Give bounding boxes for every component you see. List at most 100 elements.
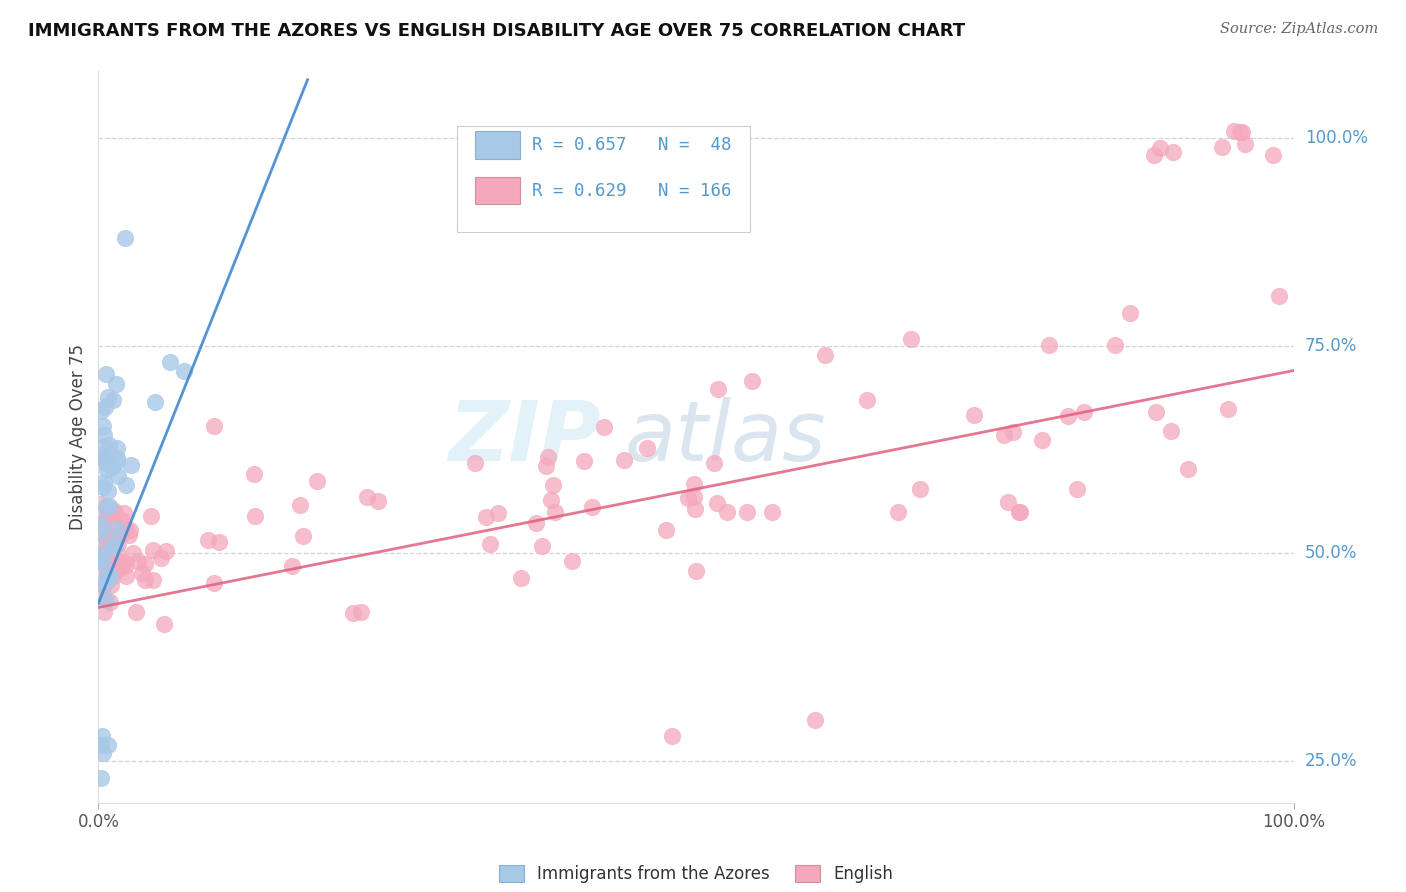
Point xyxy=(94,558,117,573)
Point xyxy=(478,537,501,551)
Point xyxy=(89,572,111,586)
Point xyxy=(1223,124,1246,138)
Point xyxy=(94,524,117,538)
Point xyxy=(683,502,706,516)
Point xyxy=(101,540,124,554)
Point xyxy=(464,456,486,470)
Point xyxy=(101,392,124,407)
Point xyxy=(93,428,115,442)
Point xyxy=(288,499,311,513)
Point xyxy=(101,538,124,552)
Point xyxy=(367,494,389,508)
Point xyxy=(1163,145,1185,159)
Point xyxy=(134,573,156,587)
Point xyxy=(91,479,114,493)
Point xyxy=(97,483,120,498)
Point xyxy=(90,527,112,541)
Point xyxy=(91,548,114,562)
Point xyxy=(120,458,142,472)
Point xyxy=(963,409,986,423)
Point xyxy=(486,507,509,521)
Point xyxy=(139,509,162,524)
Point xyxy=(105,441,128,455)
Point xyxy=(98,546,121,560)
Point xyxy=(202,576,225,591)
Point xyxy=(1066,482,1088,496)
Point xyxy=(96,555,118,569)
Text: IMMIGRANTS FROM THE AZORES VS ENGLISH DISABILITY AGE OVER 75 CORRELATION CHART: IMMIGRANTS FROM THE AZORES VS ENGLISH DI… xyxy=(28,22,966,40)
Point xyxy=(1160,425,1182,439)
Point xyxy=(814,347,837,361)
Point xyxy=(90,588,112,602)
Point xyxy=(90,551,112,566)
Point xyxy=(1233,137,1256,152)
Point xyxy=(90,525,112,540)
Point xyxy=(107,557,129,571)
Point xyxy=(887,505,910,519)
Point xyxy=(101,533,124,547)
Point xyxy=(91,546,114,560)
Point xyxy=(91,574,114,588)
Point xyxy=(96,463,118,477)
Point xyxy=(540,493,562,508)
Point xyxy=(97,738,120,752)
Point xyxy=(93,605,115,619)
Point xyxy=(1229,125,1251,139)
Point xyxy=(683,491,706,505)
Point xyxy=(114,477,136,491)
Point xyxy=(89,518,111,533)
Point xyxy=(104,376,127,391)
Point xyxy=(94,456,117,470)
Point xyxy=(110,559,132,574)
Point xyxy=(993,428,1015,442)
Point xyxy=(1177,462,1199,476)
Point xyxy=(93,520,115,534)
Point xyxy=(94,531,117,545)
Point xyxy=(1031,433,1053,447)
Point xyxy=(152,617,174,632)
Point xyxy=(613,453,636,467)
Point xyxy=(1149,141,1171,155)
Point xyxy=(107,536,129,550)
Point xyxy=(143,394,166,409)
Point xyxy=(707,382,730,396)
Point xyxy=(91,451,114,466)
Point xyxy=(716,505,738,519)
Point xyxy=(572,453,595,467)
Point xyxy=(89,448,111,462)
Point xyxy=(910,483,932,497)
Legend: Immigrants from the Azores, English: Immigrants from the Azores, English xyxy=(492,858,900,889)
Point xyxy=(703,457,725,471)
Point xyxy=(356,491,378,505)
Point xyxy=(761,505,783,519)
Point xyxy=(1119,306,1142,320)
Point xyxy=(89,533,111,548)
Point xyxy=(683,476,706,491)
Point xyxy=(110,527,132,541)
Point xyxy=(509,571,531,585)
Point xyxy=(90,506,112,520)
Point xyxy=(1002,425,1025,440)
Point xyxy=(131,566,153,580)
Point xyxy=(101,556,124,570)
Text: 75.0%: 75.0% xyxy=(1305,336,1357,355)
Point xyxy=(93,558,115,572)
Point xyxy=(101,503,124,517)
Point xyxy=(350,605,373,619)
Point xyxy=(561,554,583,568)
Point xyxy=(96,450,118,465)
Text: 25.0%: 25.0% xyxy=(1305,752,1357,770)
Point xyxy=(741,374,763,388)
Point xyxy=(89,554,111,568)
Point xyxy=(89,540,111,554)
Point xyxy=(118,524,141,538)
Point xyxy=(89,573,111,587)
Point xyxy=(305,474,328,488)
Point xyxy=(110,561,132,575)
Point xyxy=(654,523,676,537)
Point xyxy=(90,738,112,752)
Text: 50.0%: 50.0% xyxy=(1305,544,1357,563)
Point xyxy=(112,506,135,520)
Point xyxy=(98,438,121,452)
Point xyxy=(90,576,112,591)
